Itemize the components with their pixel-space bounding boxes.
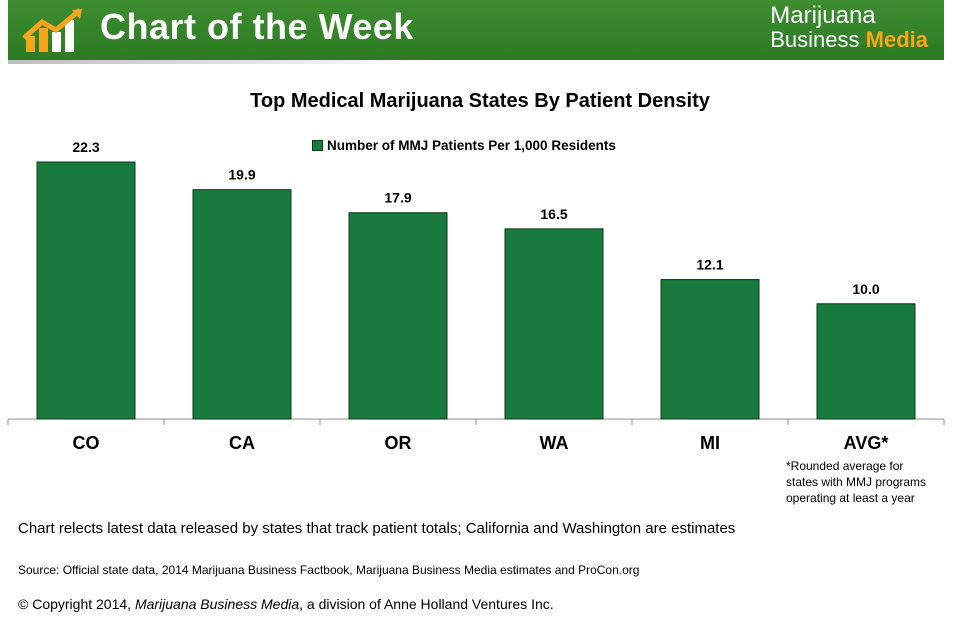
bar-or (348, 212, 448, 420)
legend: Number of MMJ Patients Per 1,000 Residen… (312, 138, 616, 153)
category-label: AVG* (844, 433, 889, 453)
brand-line2-plain: Business (770, 27, 866, 52)
data-label: 22.3 (72, 139, 99, 155)
category-label: OR (385, 433, 412, 453)
legend-label: Number of MMJ Patients Per 1,000 Residen… (327, 138, 616, 153)
category-label: CA (229, 433, 255, 453)
source-text: Source: Official state data, 2014 Mariju… (18, 563, 640, 577)
brand-line1: Marijuana (770, 2, 876, 29)
copyright-suffix: , a division of Anne Holland Ventures In… (299, 596, 554, 612)
data-label: 16.5 (540, 206, 567, 222)
bar-co (36, 161, 136, 420)
brand-logo: Marijuana Business Media (770, 4, 928, 52)
data-label: 10.0 (852, 281, 879, 297)
data-label: 19.9 (228, 167, 255, 183)
legend-swatch (312, 140, 323, 151)
category-label: CO (73, 433, 100, 453)
bar-avg (816, 303, 916, 420)
data-label: 12.1 (696, 257, 723, 273)
bar-wa (504, 228, 604, 420)
footnote: *Rounded average for states with MMJ pro… (786, 458, 956, 506)
copyright: © Copyright 2014, Marijuana Business Med… (18, 596, 554, 612)
bar-chart: 22.3 CO 19.9 CA 17.9 OR 16.5 WA 12.1 MI 10.0 AVG* (7, 139, 945, 453)
banner: Chart of the Week Marijuana Business Med… (8, 0, 944, 60)
banner-title: Chart of the Week (100, 6, 414, 47)
chart-title: Top Medical Marijuana States By Patient … (250, 90, 710, 112)
chart-note: Chart relects latest data released by st… (18, 520, 736, 537)
footnote-line: states with MMJ programs (786, 475, 927, 489)
copyright-company: Marijuana Business Media (134, 596, 300, 612)
bar-ca (192, 189, 292, 420)
brand-line2: Business Media (770, 28, 928, 52)
category-label: WA (540, 433, 569, 453)
banner-underline (8, 60, 438, 64)
category-label: MI (700, 433, 720, 453)
brand-line2-accent: Media (865, 27, 928, 52)
data-label: 17.9 (384, 190, 411, 206)
footnote-line: *Rounded average for (786, 459, 904, 473)
chart-logo-icon (22, 8, 82, 52)
bar-mi (660, 279, 760, 420)
copyright-prefix: © Copyright 2014, (18, 596, 135, 612)
footnote-line: operating at least a year (786, 491, 915, 505)
